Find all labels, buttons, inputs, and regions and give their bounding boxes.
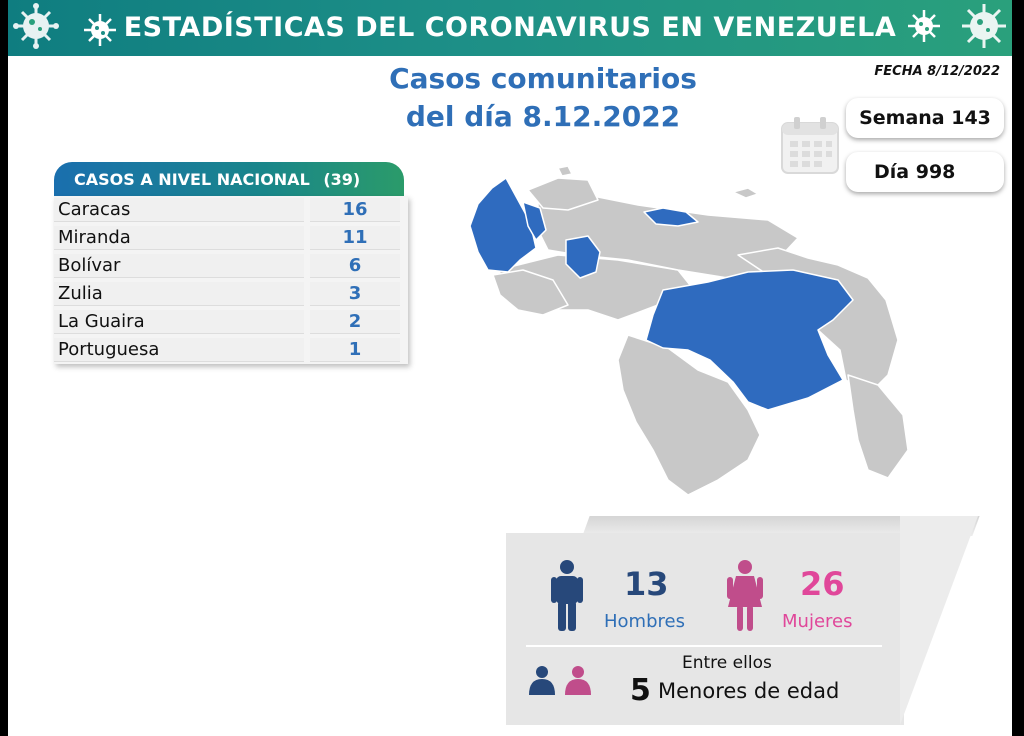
mujeres-label: Mujeres [782, 611, 853, 632]
map-state-miranda [643, 207, 699, 227]
panel-tail [900, 516, 978, 725]
state-cases: 3 [310, 282, 400, 306]
table-row: Caracas 16 [54, 196, 408, 224]
subtitle-line-2: del día 8.12.2022 [405, 100, 681, 133]
state-name: Zulia [54, 282, 304, 306]
woman-icon [727, 560, 763, 631]
map-island-north [557, 165, 573, 177]
cases-table: Caracas 16 Miranda 11 Bolívar 6 Zulia 3 La Guair… [54, 196, 408, 364]
table-row: Zulia 3 [54, 280, 408, 308]
virus-icon [84, 14, 116, 46]
calendar-icon [781, 117, 839, 174]
entre-ellos-label: Entre ellos [682, 653, 772, 673]
table-title: CASOS A NIVEL NACIONAL [74, 170, 310, 189]
map-state-bolivar [645, 269, 854, 411]
hombres-count: 13 [624, 565, 669, 603]
menores-label: Menores de edad [658, 679, 840, 703]
infographic-page: ESTADÍSTICAS DEL CORONAVIRUS EN VENEZUEL… [8, 0, 1012, 736]
fecha-label: FECHA 8/12/2022 [874, 64, 1000, 79]
table-row: Portuguesa 1 [54, 336, 408, 364]
map-region-delta [847, 374, 909, 479]
table-total: (39) [323, 170, 361, 189]
virus-icon [908, 10, 940, 42]
virus-icon [962, 4, 1006, 48]
state-name: La Guaira [54, 310, 304, 334]
venezuela-map [469, 165, 909, 496]
state-name: Miranda [54, 226, 304, 250]
man-icon [551, 560, 583, 631]
subtitle-line-1: Casos comunitarios [389, 62, 697, 95]
table-row: La Guaira 2 [54, 308, 408, 336]
map-state-lara [522, 201, 547, 241]
menores-count: 5 [630, 673, 651, 708]
state-name: Caracas [54, 198, 304, 222]
state-cases: 2 [310, 310, 400, 334]
state-name: Portuguesa [54, 338, 304, 362]
panel-divider [526, 645, 882, 647]
state-cases: 6 [310, 254, 400, 278]
semana-counter: Semana 143 [846, 98, 1004, 138]
map-state-portuguesa [565, 235, 601, 279]
state-cases: 1 [310, 338, 400, 362]
header-banner: ESTADÍSTICAS DEL CORONAVIRUS EN VENEZUEL… [8, 0, 1012, 56]
demographics-panel: 13 Hombres 26 Mujeres Entre ellos 5 Meno… [506, 516, 978, 725]
table-row: Bolívar 6 [54, 252, 408, 280]
map-state-zulia [469, 177, 537, 273]
map-region-andes [492, 269, 569, 316]
hombres-label: Hombres [604, 611, 685, 632]
mujeres-count: 26 [800, 565, 845, 603]
state-name: Bolívar [54, 254, 304, 278]
dia-counter: Día 998 [846, 152, 1004, 192]
minors-icon [529, 666, 591, 695]
header-title: ESTADÍSTICAS DEL CORONAVIRUS EN VENEZUEL… [123, 12, 897, 43]
state-cases: 11 [310, 226, 400, 250]
map-island-margarita [732, 187, 759, 199]
table-header: CASOS A NIVEL NACIONAL (39) [54, 162, 404, 196]
state-cases: 16 [310, 198, 400, 222]
map-region-south [617, 334, 761, 496]
map-region-falcon [527, 177, 599, 211]
virus-icon [13, 3, 59, 49]
table-row: Miranda 11 [54, 224, 408, 252]
